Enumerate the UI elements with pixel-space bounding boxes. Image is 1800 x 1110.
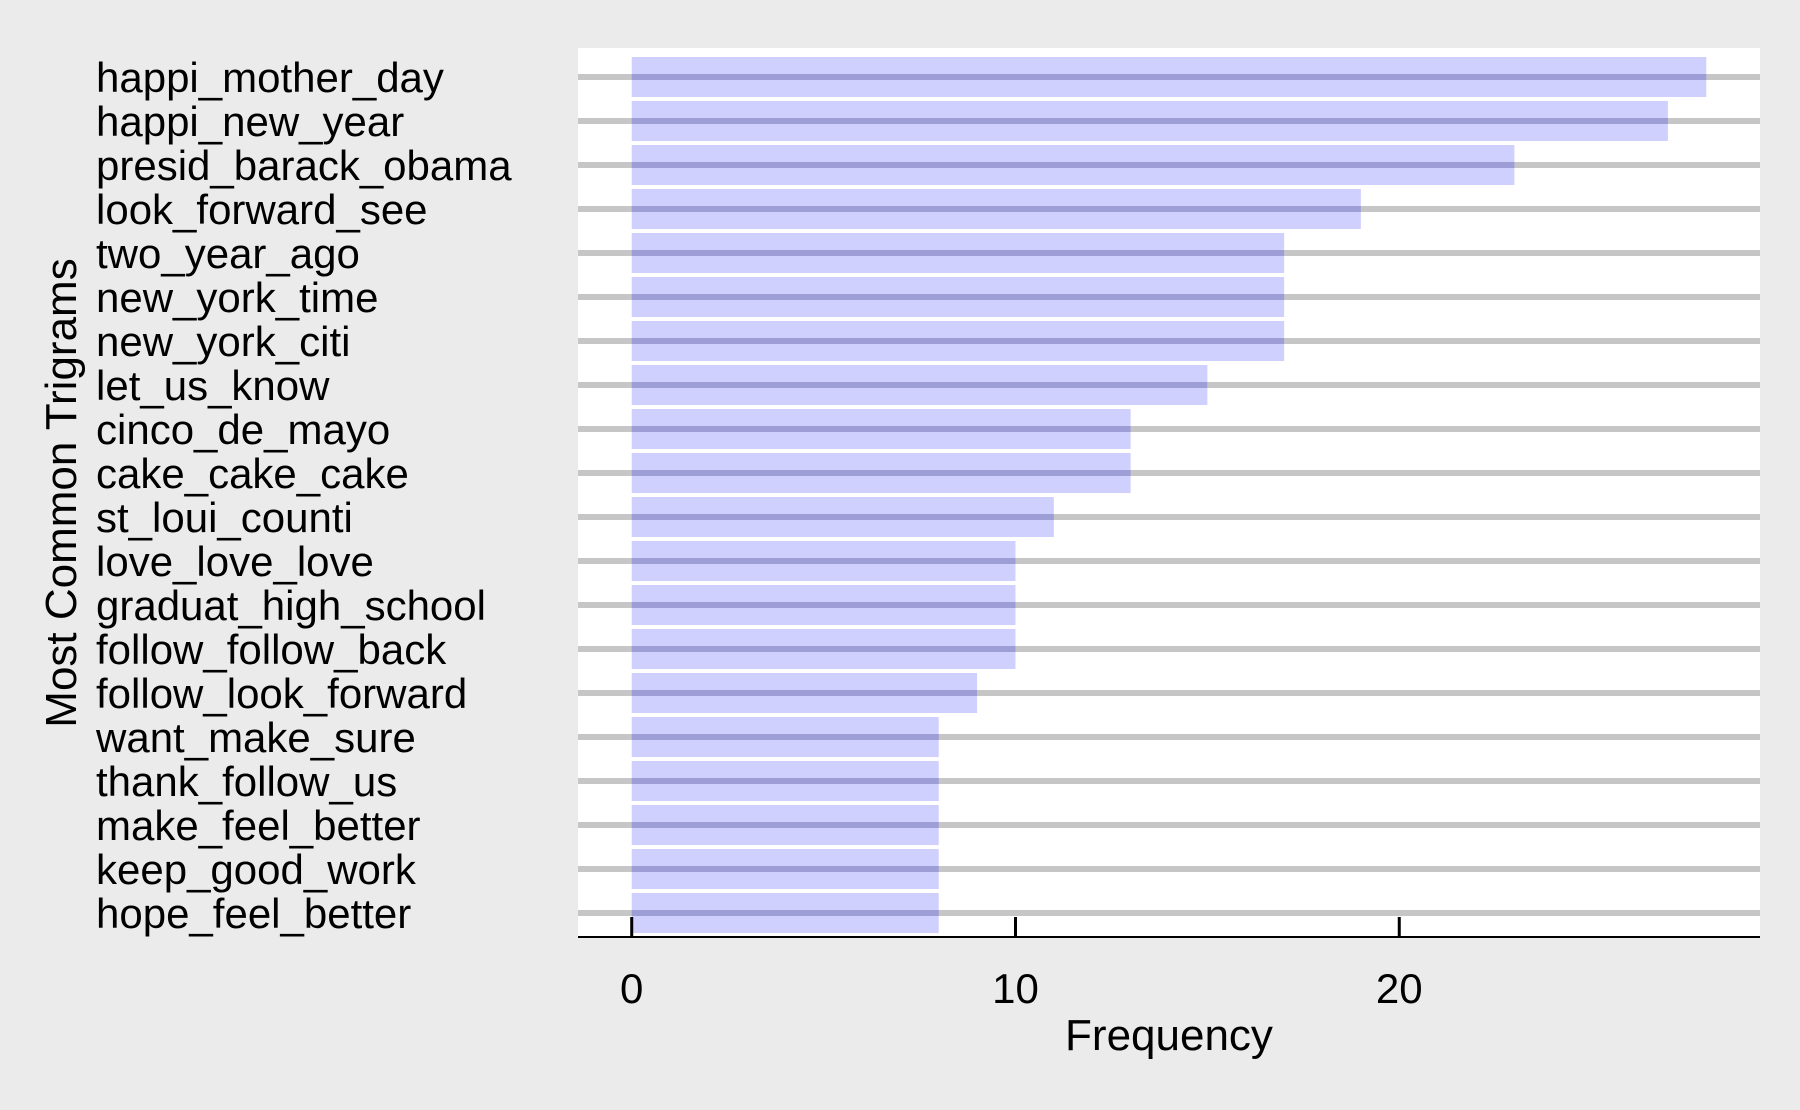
category-label: hope_feel_better [96, 890, 411, 937]
category-label: new_york_citi [96, 318, 350, 365]
category-label: make_feel_better [96, 802, 421, 849]
x-axis-ticks: 0 10 20 [620, 917, 1423, 1012]
category-label: presid_barack_obama [96, 142, 512, 189]
bars [631, 57, 1707, 933]
category-label: let_us_know [96, 362, 330, 409]
category-label: st_loui_counti [96, 494, 353, 541]
category-label: want_make_sure [95, 714, 416, 761]
category-label: happi_mother_day [96, 54, 444, 101]
category-labels: happi_mother_dayhappi_new_yearpresid_bar… [95, 54, 512, 937]
category-label: love_love_love [96, 538, 374, 585]
category-label: cinco_de_mayo [96, 406, 390, 453]
category-label: new_york_time [96, 274, 378, 321]
category-label: thank_follow_us [96, 758, 397, 805]
category-label: happi_new_year [96, 98, 404, 145]
x-tick-label: 0 [620, 965, 643, 1012]
category-label: graduat_high_school [96, 582, 486, 629]
category-label: follow_follow_back [96, 626, 447, 673]
x-tick-label: 20 [1376, 965, 1423, 1012]
category-label: cake_cake_cake [96, 450, 409, 497]
category-label: keep_good_work [96, 846, 417, 893]
category-label: two_year_ago [96, 230, 360, 277]
y-axis-title: Most Common Trigrams [37, 258, 86, 727]
x-axis-title: Frequency [1065, 1011, 1273, 1060]
category-label: look_forward_see [96, 186, 428, 233]
x-tick-label: 10 [992, 965, 1039, 1012]
category-label: follow_look_forward [96, 670, 467, 717]
